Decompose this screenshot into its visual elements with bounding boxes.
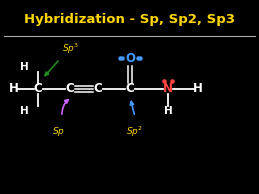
Text: H: H: [20, 106, 28, 116]
Text: O: O: [125, 53, 135, 66]
Text: $\mathit{Sp}^2$: $\mathit{Sp}^2$: [126, 125, 143, 139]
Text: $\mathit{Sp}$: $\mathit{Sp}$: [52, 125, 65, 138]
Text: H: H: [20, 62, 28, 72]
Text: N: N: [163, 82, 173, 95]
Text: C: C: [34, 82, 42, 95]
Text: H: H: [9, 82, 19, 95]
Text: C: C: [126, 82, 134, 95]
Text: $\mathit{Sp}^3$: $\mathit{Sp}^3$: [62, 42, 79, 56]
Text: H: H: [164, 106, 172, 116]
Text: H: H: [193, 82, 203, 95]
Text: Hybridization - Sp, Sp2, Sp3: Hybridization - Sp, Sp2, Sp3: [24, 12, 234, 25]
Text: C: C: [93, 82, 102, 95]
Text: C: C: [66, 82, 74, 95]
